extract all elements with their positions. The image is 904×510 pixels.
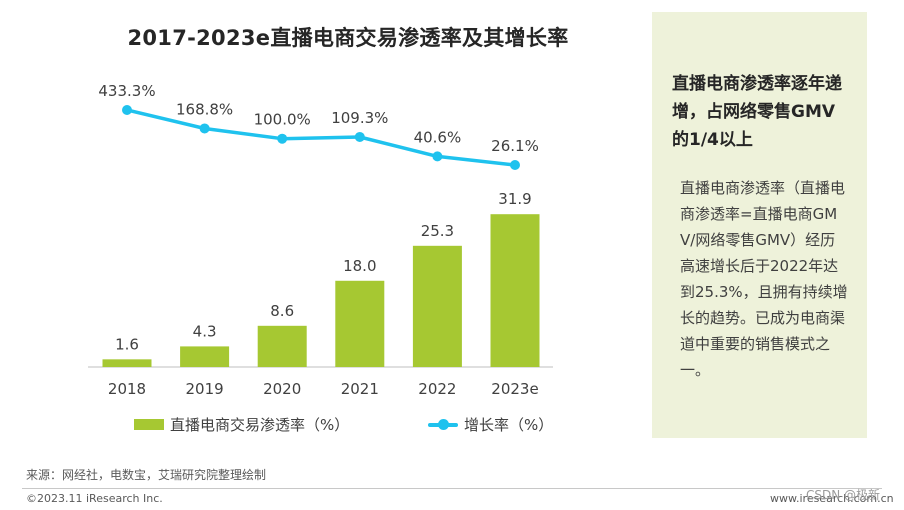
bar-label-2019: 4.3 [193,322,217,340]
growth-label-2023e: 26.1% [491,137,539,155]
growth-label-2020: 100.0% [254,111,311,129]
x-tick-2021: 2021 [341,380,379,398]
bar-2020 [257,325,307,367]
growth-point-2020 [277,133,288,144]
legend-label-bar: 直播电商交易渗透率（%） [170,415,350,434]
bar-label-2018: 1.6 [115,335,139,353]
bar-2018 [102,359,152,367]
growth-point-2021 [354,131,365,142]
insight-panel: 直播电商渗透率逐年递增，占网络零售GMV的1/4以上 直播电商渗透率（直播电商渗… [652,12,867,438]
legend-item-bar: 直播电商交易渗透率（%） [134,414,349,434]
growth-point-2018 [122,105,132,115]
growth-line [125,108,517,167]
legend-label-line: 增长率（%） [464,415,554,434]
x-tick-2018: 2018 [108,380,146,398]
growth-label-2019: 168.8% [176,100,233,118]
insight-heading: 直播电商渗透率逐年递增，占网络零售GMV的1/4以上 [672,74,842,150]
growth-label-2022: 40.6% [414,128,462,146]
growth-label-2021: 109.3% [331,109,388,127]
x-tick-2022: 2022 [418,380,456,398]
x-tick-2020: 2020 [263,380,301,398]
legend-swatch-line [428,418,458,430]
bar-label-2022: 25.3 [421,222,454,240]
footer-divider [22,488,882,489]
bar-label-2023e: 31.9 [498,190,531,208]
chart-title: 2017-2023e直播电商交易渗透率及其增长率 [127,26,569,50]
bar-2023e [490,214,540,367]
growth-label-2018: 433.3% [98,82,155,100]
x-tick-2019: 2019 [186,380,224,398]
x-tick-2023e: 2023e [491,380,538,398]
bar-label-2021: 18.0 [343,257,376,275]
bar-2022 [412,245,462,367]
bar-2021 [335,280,385,367]
growth-point-2022 [432,151,443,162]
insight-body: 直播电商渗透率（直播电商渗透率=直播电商GMV/网络零售GMV）经历高速增长后于… [680,179,848,379]
bar-2019 [180,346,230,367]
watermark-text: CSDN @极新 [806,488,881,502]
source-note: 来源：网经社，电数宝，艾瑞研究院整理绘制 [26,468,267,482]
copyright-text: ©2023.11 iResearch Inc. [26,492,163,505]
growth-point-2019 [199,123,210,134]
legend-item-line: 增长率（%） [428,414,553,434]
site-url: www.iresearch.com.cn [770,492,894,505]
bar-label-2020: 8.6 [270,302,294,320]
legend-swatch-bar [134,418,164,430]
growth-point-2023e [510,160,520,170]
